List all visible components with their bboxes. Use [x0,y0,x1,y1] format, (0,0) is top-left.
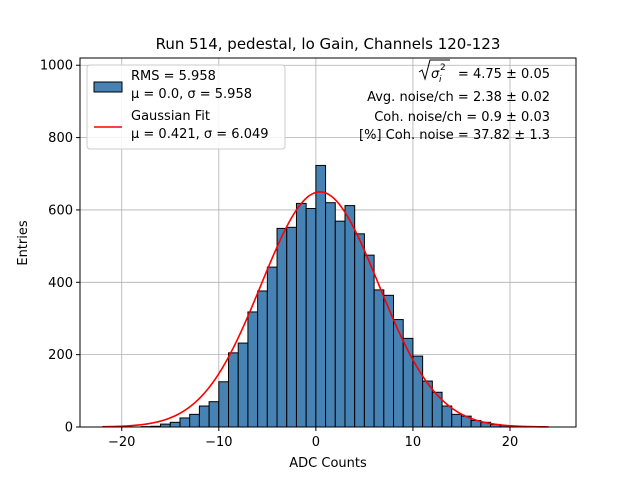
legend-histogram-swatch [93,81,123,93]
histogram-bar [412,355,424,428]
svg-text:i: i [439,75,442,85]
histogram-bar [295,202,307,428]
histogram-bar [334,220,346,428]
histogram-bar [208,401,220,428]
histogram-bar [179,417,191,428]
histogram-bar [393,319,404,428]
x-tick-label: 10 [405,435,422,450]
y-tick-label: 200 [48,348,73,363]
chart-title: Run 514, pedestal, lo Gain, Channels 120… [156,35,501,53]
histogram-bar [344,205,356,428]
x-tick-label: −10 [205,435,232,450]
legend-fit-params: μ = 0.421, σ = 6.049 [131,127,269,142]
plot-frame [79,57,577,428]
stats-annotations: σ i 2 = 4.75 ± 0.05 Avg. noise/ch = 2.38… [359,59,550,143]
histogram-bar [363,254,375,428]
histogram-bar [237,342,249,428]
histogram-bar [276,227,288,428]
stat-coh-noise-percent: [%] Coh. noise = 37.82 ± 1.3 [359,128,550,143]
stat-coh-noise: Coh. noise/ch = 0.9 ± 0.03 [374,110,550,125]
histogram-bar [286,226,297,428]
histogram-bar [169,421,181,428]
histogram-bar [228,352,239,428]
gaussian-fit-line [102,191,549,428]
sqrt-sigma-symbol: σ i 2 [418,59,450,85]
histogram-bar [305,207,317,428]
svg-text:σ: σ [431,67,440,82]
y-axis-label: Entries [16,220,31,266]
x-tick-label: 20 [502,435,519,450]
histogram-bar [451,413,462,428]
svg-text:2: 2 [440,63,446,73]
histogram-bar [189,413,200,428]
histogram-bar [315,164,327,428]
legend-histogram-label: RMS = 5.958 [131,69,216,84]
histogram-bar [247,311,259,428]
legend-fit-label: Gaussian Fit [131,109,210,124]
histogram-bar [325,202,336,428]
y-tick-label: 0 [65,421,73,436]
y-tick-label: 800 [48,131,73,146]
histogram-bar [441,405,453,428]
y-tick-label: 400 [48,276,73,291]
histogram-bar [266,266,278,428]
y-tick-label: 600 [48,203,73,218]
histogram-bar [198,405,210,428]
x-tick-label: −20 [108,435,135,450]
y-tick-label: 1000 [40,59,73,74]
histogram-bar [257,290,268,428]
x-axis-label: ADC Counts [289,456,367,471]
histogram-bar [218,381,230,428]
stat-avg-noise: Avg. noise/ch = 2.38 ± 0.02 [367,90,550,105]
legend-histogram-params: μ = 0.0, σ = 5.958 [131,87,252,102]
histogram-bar [373,289,385,428]
stat-total-noise: = 4.75 ± 0.05 [458,67,550,82]
x-tick-label: 0 [312,435,320,450]
histogram-bar [354,233,365,428]
fit-curve-layer [102,191,549,428]
legend: RMS = 5.958 μ = 0.0, σ = 5.958 Gaussian … [86,64,286,150]
legend-box [86,64,286,150]
